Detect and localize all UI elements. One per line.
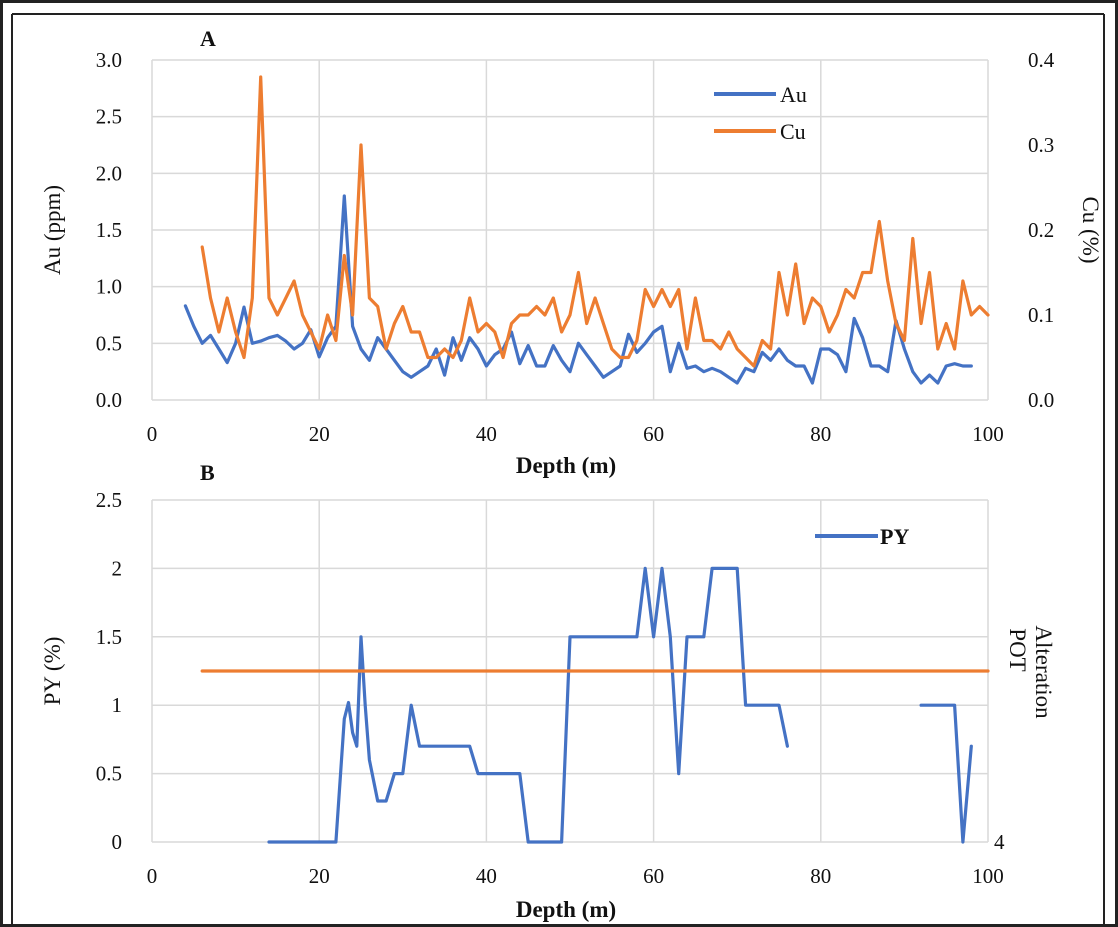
x-tick-label: 100 bbox=[972, 864, 1004, 888]
panel-b-y-ticks-right: 4 bbox=[994, 830, 1005, 854]
y-tick-label-right: 0.1 bbox=[1028, 303, 1054, 327]
panel-b: B 0 20 40 60 80 100 00.511.522.5 4 Depth (m) … bbox=[40, 460, 1056, 922]
y-tick-label-left: 2.5 bbox=[96, 105, 122, 129]
x-tick-label: 20 bbox=[309, 864, 330, 888]
x-tick-label: 60 bbox=[643, 864, 664, 888]
y-tick-label-left: 1.5 bbox=[96, 218, 122, 242]
x-tick-label: 40 bbox=[476, 864, 497, 888]
panel-b-y-axis-title-left: PY (%) bbox=[40, 637, 65, 706]
py-series-line bbox=[267, 566, 789, 844]
panel-b-legend: PY bbox=[815, 524, 909, 549]
x-tick-label: 40 bbox=[476, 422, 497, 446]
y-tick-label-right: 0.3 bbox=[1028, 133, 1054, 157]
panel-a-y-axis-title-left: Au (ppm) bbox=[40, 185, 65, 275]
py-series-line bbox=[919, 703, 973, 844]
x-tick-label: 0 bbox=[147, 864, 158, 888]
panel-a-legend: Au Cu bbox=[714, 82, 807, 144]
panel-b-y-axis-title-right-line1: POT bbox=[1005, 628, 1030, 671]
y-tick-label-left: 1 bbox=[112, 693, 123, 717]
panel-b-x-axis-title: Depth (m) bbox=[516, 897, 616, 922]
panel-a-y-ticks-left: 0.0 0.5 1.0 1.5 2.0 2.5 3.0 bbox=[96, 48, 122, 412]
y-tick-label-left: 0 bbox=[112, 830, 123, 854]
cu-series-line bbox=[200, 75, 990, 368]
y-tick-label-left: 0.5 bbox=[96, 762, 122, 786]
y-tick-label-left: 1.0 bbox=[96, 275, 122, 299]
panel-b-letter: B bbox=[200, 460, 215, 485]
panel-a-x-axis-title: Depth (m) bbox=[516, 453, 616, 478]
panel-a-x-ticks: 0 20 40 60 80 100 bbox=[147, 422, 1004, 446]
x-tick-label: 100 bbox=[972, 422, 1004, 446]
x-tick-label: 0 bbox=[147, 422, 158, 446]
panel-b-lines bbox=[200, 566, 990, 844]
panel-a-grid bbox=[151, 59, 989, 401]
x-tick-label: 60 bbox=[643, 422, 664, 446]
y-tick-label-right: 0.0 bbox=[1028, 388, 1054, 412]
legend-au-label: Au bbox=[780, 82, 807, 107]
panel-a: A 0 20 40 60 80 100 0.0 0.5 1.0 1.5 2.0 2.5 3.0 0.0… bbox=[40, 26, 1103, 478]
y-tick-label-left: 3.0 bbox=[96, 48, 122, 72]
panel-b-x-ticks: 0 20 40 60 80 100 bbox=[147, 864, 1004, 888]
y-tick-label-left: 2.0 bbox=[96, 161, 122, 185]
y-tick-label-right: 4 bbox=[994, 830, 1005, 854]
legend-cu-label: Cu bbox=[780, 119, 806, 144]
x-tick-label: 80 bbox=[810, 864, 831, 888]
y-tick-label-left: 2.5 bbox=[96, 488, 122, 512]
panel-b-y-ticks-left: 0 0.5 1 1.5 2 2.5 bbox=[96, 488, 122, 854]
y-tick-label-left: 0.5 bbox=[96, 331, 122, 355]
y-tick-label-right: 0.4 bbox=[1028, 48, 1055, 72]
panel-a-letter: A bbox=[200, 26, 216, 51]
legend-py-label: PY bbox=[880, 524, 909, 549]
x-tick-label: 20 bbox=[309, 422, 330, 446]
y-tick-label-left: 1.5 bbox=[96, 625, 122, 649]
x-tick-label: 80 bbox=[810, 422, 831, 446]
panel-a-y-axis-title-right: Cu (%) bbox=[1078, 196, 1103, 263]
au-series-line bbox=[183, 194, 973, 385]
y-tick-label-left: 2 bbox=[112, 556, 123, 580]
panel-a-y-ticks-right: 0.0 0.1 0.2 0.3 0.4 bbox=[1028, 48, 1055, 412]
panel-b-y-axis-title-right-line2: Alteration bbox=[1031, 625, 1056, 719]
panel-a-lines bbox=[183, 75, 990, 385]
y-tick-label-left: 0.0 bbox=[96, 388, 122, 412]
y-tick-label-right: 0.2 bbox=[1028, 218, 1054, 242]
